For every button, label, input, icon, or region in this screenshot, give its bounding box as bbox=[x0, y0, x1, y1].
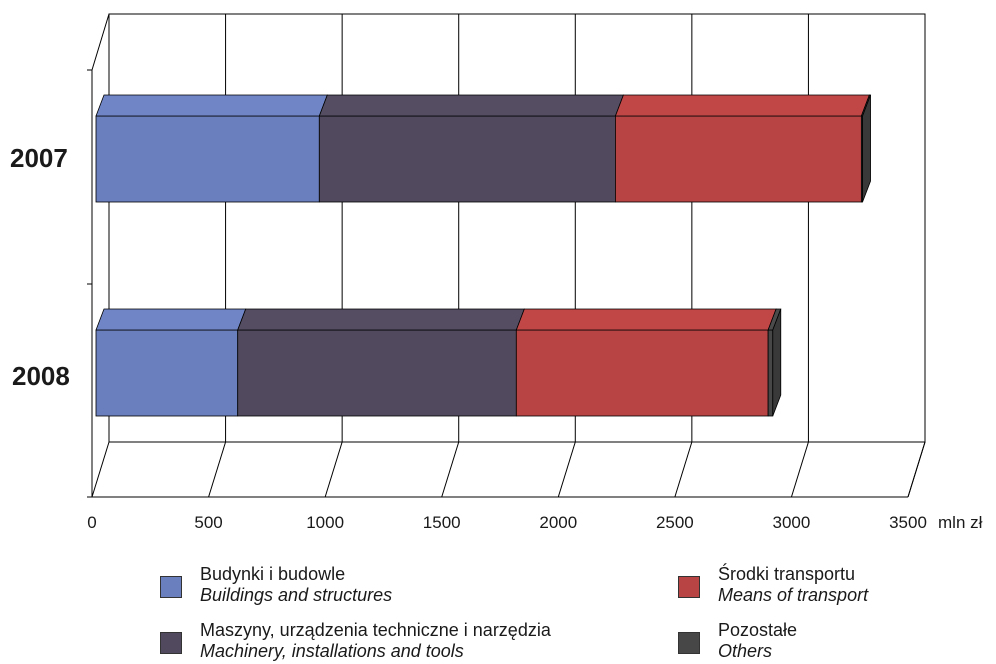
floor-gridline bbox=[907, 441, 926, 498]
x-tick-label: 2000 bbox=[539, 513, 577, 532]
floor-gridline bbox=[790, 441, 809, 498]
chart-frame bbox=[87, 13, 926, 498]
bar-segment-top bbox=[95, 94, 328, 117]
bar-side-face bbox=[772, 308, 782, 417]
x-tick-label: 0 bbox=[87, 513, 96, 532]
bar-segment-top bbox=[614, 94, 870, 117]
x-tick-label: 1500 bbox=[423, 513, 461, 532]
legend-label-en: Means of transport bbox=[718, 585, 869, 605]
legend-label-pl: Środki transportu bbox=[718, 564, 856, 584]
legend-item-buildings: Budynki i budowle Buildings and structur… bbox=[160, 564, 392, 606]
legend-label-en: Others bbox=[718, 641, 773, 661]
bar-segment-top bbox=[237, 308, 525, 331]
x-unit-label: mln zł bbox=[938, 513, 983, 532]
legend-swatch-buildings bbox=[160, 576, 182, 598]
category-label-2007: 2007 bbox=[10, 143, 68, 173]
x-tick-label: 500 bbox=[194, 513, 222, 532]
x-tick-label: 1000 bbox=[306, 513, 344, 532]
legend-item-others: Pozostałe Others bbox=[678, 620, 797, 662]
x-tick-label: 2500 bbox=[656, 513, 694, 532]
left-wall-top-edge bbox=[91, 13, 110, 71]
bar-segment-top bbox=[318, 94, 624, 117]
x-tick-label: 3000 bbox=[773, 513, 811, 532]
legend-item-machinery: Maszyny, urządzenia techniczne i narzędz… bbox=[160, 620, 551, 662]
legend-swatch-transport bbox=[678, 576, 700, 598]
bar-segment-top bbox=[95, 308, 247, 331]
floor-gridline bbox=[441, 441, 460, 498]
legend-label-en: Machinery, installations and tools bbox=[200, 641, 464, 661]
bar-chart: 0 500 1000 1500 2000 2500 3000 3500 mln zł bbox=[87, 13, 983, 532]
bar-segment bbox=[95, 115, 320, 203]
legend-label-en: Buildings and structures bbox=[200, 585, 393, 605]
floor-gridline bbox=[674, 441, 693, 498]
legend-label-pl: Pozostałe bbox=[718, 620, 798, 640]
bar-segment bbox=[615, 115, 862, 203]
x-tick-label: 3500 bbox=[889, 513, 927, 532]
bar-segment bbox=[237, 329, 517, 417]
floor-gridline bbox=[208, 441, 227, 498]
category-label-2008: 2008 bbox=[12, 361, 70, 391]
bar-segment bbox=[515, 329, 769, 417]
floor-gridline bbox=[91, 441, 110, 498]
bar-side-face bbox=[862, 94, 871, 203]
bar-segment bbox=[767, 329, 774, 417]
bar-segment-top bbox=[515, 308, 777, 331]
bar-segment bbox=[318, 115, 616, 203]
x-ticks-group: 0 500 1000 1500 2000 2500 3000 3500 mln zł bbox=[87, 513, 982, 532]
legend-label-pl: Maszyny, urządzenia techniczne i narzędz… bbox=[200, 620, 551, 640]
bars-group bbox=[95, 94, 872, 417]
floor-gridline bbox=[324, 441, 343, 498]
legend-swatch-others bbox=[678, 632, 700, 654]
bar-segment bbox=[95, 329, 239, 417]
legend-swatch-machinery bbox=[160, 632, 182, 654]
floor-gridline bbox=[557, 441, 576, 498]
legend-item-transport: Środki transportu Means of transport bbox=[678, 564, 868, 606]
legend-label-pl: Budynki i budowle bbox=[200, 564, 346, 584]
legend: Budynki i budowle Buildings and structur… bbox=[0, 560, 996, 664]
